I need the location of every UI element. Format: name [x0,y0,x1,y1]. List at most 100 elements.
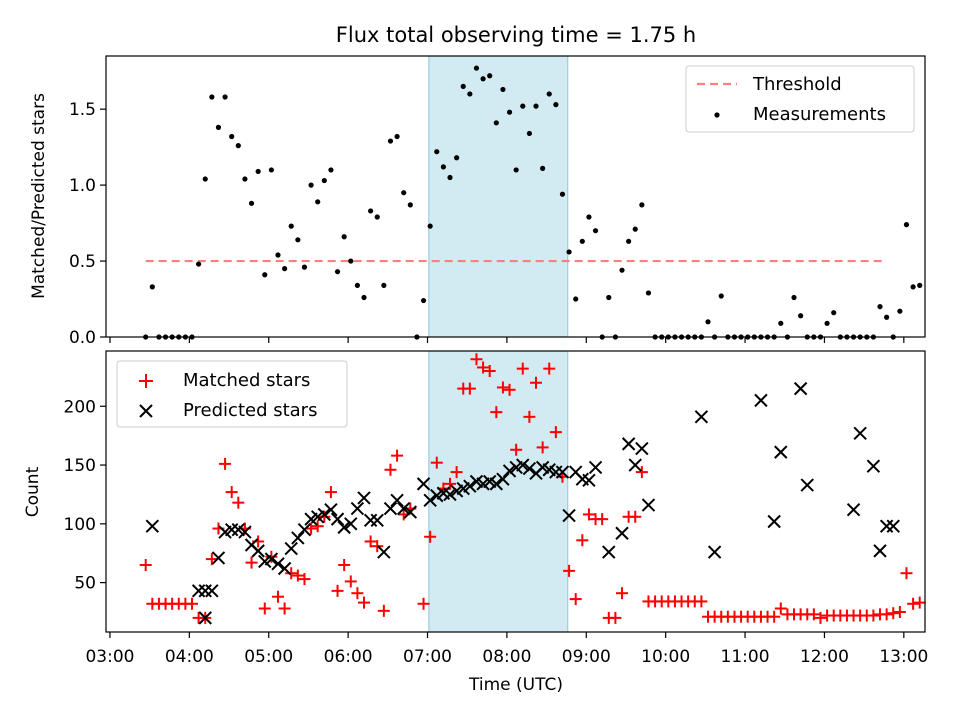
matched-star-point [278,602,291,615]
matched-star-point [596,513,609,526]
top-highlight-band [428,55,569,338]
predicted-star-point [846,503,861,517]
measurement-point [632,226,638,232]
measurement-point [520,103,526,109]
x-tick-label: 09:00 [562,647,611,667]
measurement-point [910,284,916,290]
measurement-point [401,190,407,196]
matched-star-point [470,353,483,366]
measurement-point [824,320,830,326]
measurement-point [500,86,506,93]
measurement-point [639,202,645,208]
matched-star-point [232,496,245,509]
measurement-point [705,319,711,325]
chart-title: Flux total observing time = 1.75 h [336,23,696,47]
predicted-star-point [271,557,285,571]
legend-threshold-label: Threshold [752,74,842,95]
matched-star-point [430,456,443,469]
legend-predicted-swatch [139,404,153,418]
measurement-point [798,313,804,319]
predicted-star-point [198,611,212,625]
measurement-point [467,91,473,97]
predicted-star-point [694,410,709,424]
measurement-point [209,94,215,100]
measurement-point [546,91,552,97]
matched-star-point [258,602,271,615]
bottom-legend: Matched stars Predicted stars [116,360,348,428]
top-x-ticks [109,337,905,343]
top-legend: Threshold Measurements [685,65,915,133]
predicted-star-point [767,514,781,529]
x-tick-label: 07:00 [403,647,452,667]
matched-star-point [635,466,648,479]
measurement-point [407,202,413,208]
highlight-interval [428,55,569,338]
matched-star-point [291,569,304,582]
measurement-point [315,199,321,205]
measurement-point [540,165,546,171]
measurement-point [368,208,374,214]
predicted-star-point [641,498,656,512]
predicted-star-point [873,544,887,558]
predicted-star-point [317,507,332,522]
matched-star-point [913,596,926,609]
top-legend-frame [685,65,915,133]
bottom-x-ticks: 03:00 04:00 05:00 06:00 07:00 08:00 09:00 10:00… [85,632,928,667]
measurement-point [559,191,566,197]
predicted-star-point [291,531,305,545]
measurement-point [454,155,460,161]
predicted-star-point [502,464,517,478]
matched-star-point [463,382,476,395]
measurement-point [215,124,222,130]
predicted-star-point [344,517,358,531]
legend-matched-swatch [139,374,153,388]
predicted-star-point [297,523,312,537]
predicted-star-point [277,561,292,576]
measurement-point [295,237,301,243]
matched-star-point [496,381,509,394]
measurement-point [791,294,797,301]
predicted-star-point [800,478,814,492]
measurement-point [361,294,367,301]
matched-star-point [265,550,278,563]
predicted-star-point [522,461,537,476]
predicted-star-point [516,458,530,472]
measurement-point [374,214,380,220]
matched-star-point [563,564,576,577]
measurement-point [897,308,903,314]
matched-star-point [245,556,258,569]
measurement-point [308,182,314,188]
measurement-point [354,282,360,288]
matched-star-point [887,607,900,620]
measurement-point [341,234,347,240]
x-tick-label: 12:00 [800,647,849,667]
predicted-star-point [602,545,616,559]
measurement-point [831,310,837,316]
predicted-star-point [635,441,649,456]
matched-star-point [384,463,397,476]
top-panel: 0.0 0.5 1.0 1.5 Matched/Predicted stars Thr… [29,55,926,348]
measurement-point [506,109,513,115]
top-y-axis-label: Matched/Predicted stars [29,93,49,299]
y-tick-label: 0.5 [69,252,96,272]
predicted-star-point [621,437,636,451]
predicted-star-point [588,460,603,475]
measurement-point [222,94,228,100]
matched-star-point [205,553,218,566]
predicted-star-point [774,445,788,459]
matched-star-point [490,406,503,419]
measurement-point [480,76,486,82]
matched-star-point [880,608,893,621]
measurement-point [586,214,592,220]
matched-star-point [358,596,371,609]
measurement-point [903,222,910,228]
bottom-axes-frame [105,350,926,633]
matched-star-point [225,486,238,499]
y-tick-label: 150 [64,456,96,476]
matched-star-point [814,611,827,624]
predicted-star-point [853,426,867,441]
measurement-point [328,167,334,173]
measurement-point [255,168,261,175]
